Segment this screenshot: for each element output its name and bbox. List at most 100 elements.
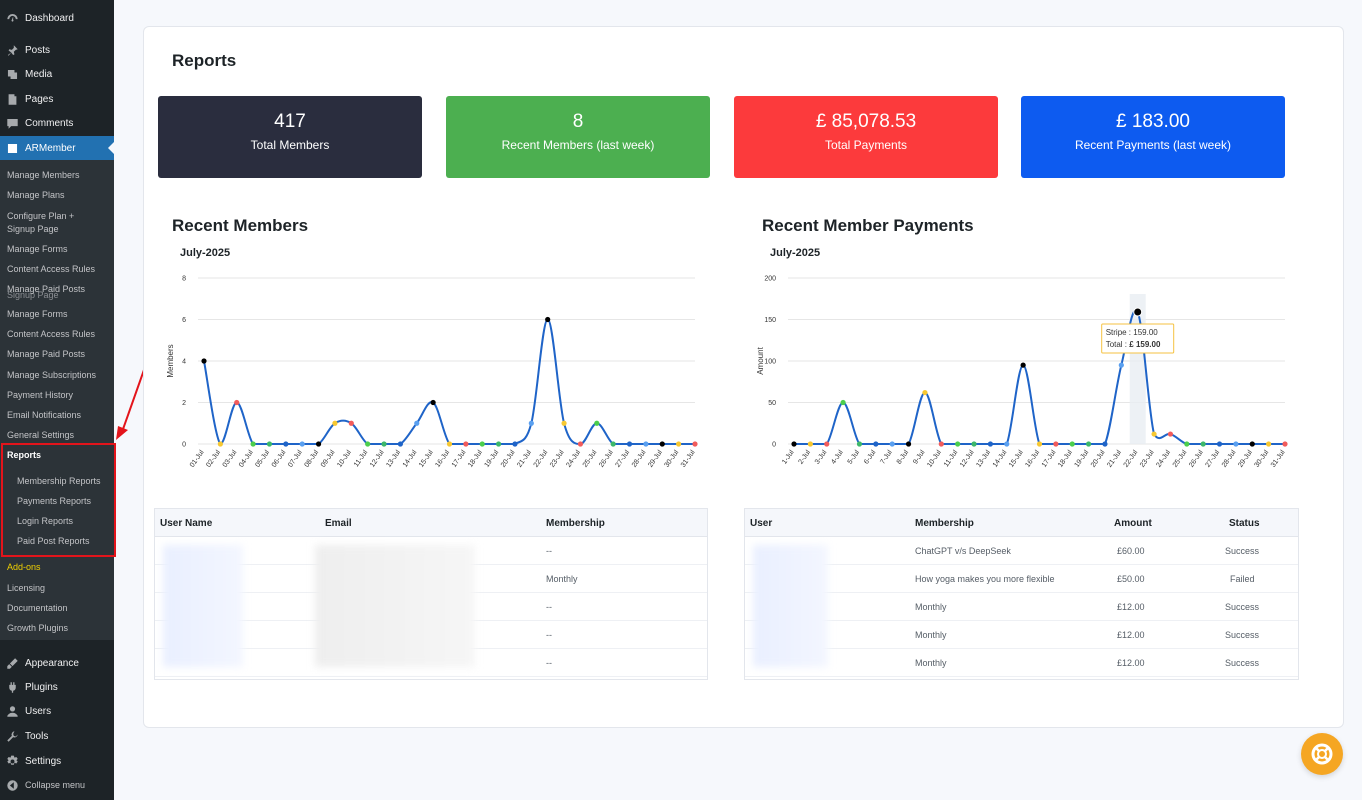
amount-cell: £12.00	[1117, 658, 1145, 668]
x-tick-label: 5-Jul	[847, 449, 862, 466]
x-tick-label: 06-Jul	[271, 449, 288, 469]
x-tick-label: 14-Jul	[992, 449, 1009, 469]
submenu-login-reports[interactable]: Login Reports	[17, 516, 74, 526]
submenu-manage-subscriptions[interactable]: Manage Subscriptions	[7, 370, 97, 380]
x-tick-label: 29-Jul	[647, 449, 664, 469]
data-point	[1233, 441, 1239, 447]
x-tick-label: 12-Jul	[959, 449, 976, 469]
status-cell: Success	[1225, 630, 1260, 640]
data-point	[1069, 441, 1075, 447]
submenu-addons[interactable]: Add-ons	[7, 562, 41, 572]
x-tick-label: 13-Jul	[385, 449, 402, 469]
x-tick-label: 31-Jul	[680, 449, 697, 469]
data-point	[643, 441, 649, 447]
submenu-content-access-rules-2[interactable]: Content Access Rules	[7, 329, 96, 339]
data-point	[1200, 441, 1206, 447]
data-point	[1053, 441, 1059, 447]
x-tick-label: 9-Jul	[912, 449, 927, 466]
y-tick-label: 100	[764, 359, 776, 366]
stat-recent-members: 8 Recent Members (last week)	[446, 96, 710, 178]
x-tick-label: 20-Jul	[1090, 449, 1107, 469]
status-cell: Success	[1225, 658, 1260, 668]
menu-label: Appearance	[25, 657, 79, 669]
chart-tooltip: Stripe : 159.00 Total : £ 159.00	[1101, 323, 1175, 354]
col-user-name: User Name	[160, 518, 213, 529]
menu-comments[interactable]: Comments	[0, 111, 114, 135]
menu-media[interactable]: Media	[0, 62, 114, 86]
data-point	[414, 420, 420, 426]
x-tick-label: 1-Jul	[781, 449, 796, 466]
lifebuoy-icon	[1311, 743, 1333, 765]
x-tick-label: 19-Jul	[484, 449, 501, 469]
submenu-manage-paid-posts-2[interactable]: Manage Paid Posts	[7, 349, 86, 359]
data-point	[577, 441, 584, 447]
data-point	[1151, 431, 1157, 437]
data-point	[659, 441, 665, 447]
data-point	[791, 441, 797, 447]
menu-settings[interactable]: Settings	[0, 749, 114, 773]
x-tick-label: 15-Jul	[1008, 449, 1025, 469]
submenu-paid-post-reports[interactable]: Paid Post Reports	[17, 536, 90, 546]
data-point	[971, 441, 977, 447]
menu-users[interactable]: Users	[0, 699, 114, 723]
submenu-signup-page-ghost: Signup Page	[7, 290, 59, 300]
menu-plugins[interactable]: Plugins	[0, 675, 114, 699]
submenu-manage-forms[interactable]: Manage Forms	[7, 244, 68, 254]
x-tick-label: 07-Jul	[287, 449, 304, 469]
submenu-licensing[interactable]: Licensing	[7, 583, 46, 593]
submenu-documentation[interactable]: Documentation	[7, 603, 68, 613]
submenu-manage-members[interactable]: Manage Members	[7, 170, 80, 180]
menu-appearance[interactable]: Appearance	[0, 651, 114, 675]
submenu-membership-reports[interactable]: Membership Reports	[17, 476, 101, 486]
menu-armember[interactable]: ARMember	[0, 136, 114, 160]
submenu-configure-plan[interactable]: Configure Plan +	[7, 211, 75, 221]
tooltip-line-2: Total : £ 159.00	[1106, 340, 1161, 349]
submenu-general-settings[interactable]: General Settings	[7, 430, 75, 440]
data-point	[955, 441, 961, 447]
amount-cell: £50.00	[1117, 574, 1145, 584]
help-button[interactable]	[1301, 733, 1343, 775]
blurred-usernames	[163, 545, 243, 667]
data-point	[463, 441, 469, 447]
y-tick-label: 0	[182, 442, 186, 449]
y-tick-label: 150	[764, 317, 776, 324]
menu-pages[interactable]: Pages	[0, 87, 114, 111]
submenu-content-access-rules[interactable]: Content Access Rules	[7, 264, 96, 274]
recent-members-title: Recent Members	[172, 216, 309, 235]
table-row: Monthly £12.00 Success	[745, 621, 1298, 649]
menu-label: Dashboard	[25, 12, 74, 24]
submenu-payment-history[interactable]: Payment History	[7, 390, 74, 400]
data-point	[528, 420, 534, 426]
menu-tools[interactable]: Tools	[0, 724, 114, 748]
pin-icon	[6, 44, 19, 57]
submenu-manage-forms-2[interactable]: Manage Forms	[7, 309, 68, 319]
submenu-reports[interactable]: Reports	[7, 450, 42, 460]
plugins-icon	[6, 681, 19, 694]
x-tick-label: 16-Jul	[1024, 449, 1041, 469]
data-point	[938, 441, 944, 447]
submenu-manage-plans[interactable]: Manage Plans	[7, 190, 65, 200]
x-tick-label: 09-Jul	[320, 449, 337, 469]
col-amount: Amount	[1114, 518, 1152, 529]
data-point	[365, 441, 371, 447]
submenu-payments-reports[interactable]: Payments Reports	[17, 496, 92, 506]
y-tick-label: 200	[764, 276, 776, 283]
menu-dashboard[interactable]: Dashboard	[0, 6, 114, 30]
stat-label: Total Payments	[824, 138, 908, 152]
data-point	[824, 441, 830, 447]
menu-collapse[interactable]: Collapse menu	[0, 773, 114, 797]
menu-posts[interactable]: Posts	[0, 38, 114, 62]
submenu-configure-plan-2[interactable]: Signup Page	[7, 224, 59, 234]
submenu-growth-plugins[interactable]: Growth Plugins	[7, 623, 69, 633]
x-tick-label: 19-Jul	[1074, 449, 1091, 469]
submenu-manage-paid-posts[interactable]: Manage Paid Posts	[7, 284, 86, 294]
data-point	[1282, 441, 1288, 447]
x-tick-label: 21-Jul	[516, 449, 533, 469]
stat-total-payments: £ 85,078.53 Total Payments	[734, 96, 998, 178]
reports-highlight-box	[1, 443, 116, 557]
x-tick-label: 28-Jul	[1221, 449, 1238, 469]
menu-label: Users	[25, 705, 52, 717]
x-tick-label: 18-Jul	[1057, 449, 1074, 469]
submenu-email-notifications[interactable]: Email Notifications	[7, 410, 82, 420]
recent-members-table: User Name Email Membership -- Monthly --…	[154, 508, 708, 680]
